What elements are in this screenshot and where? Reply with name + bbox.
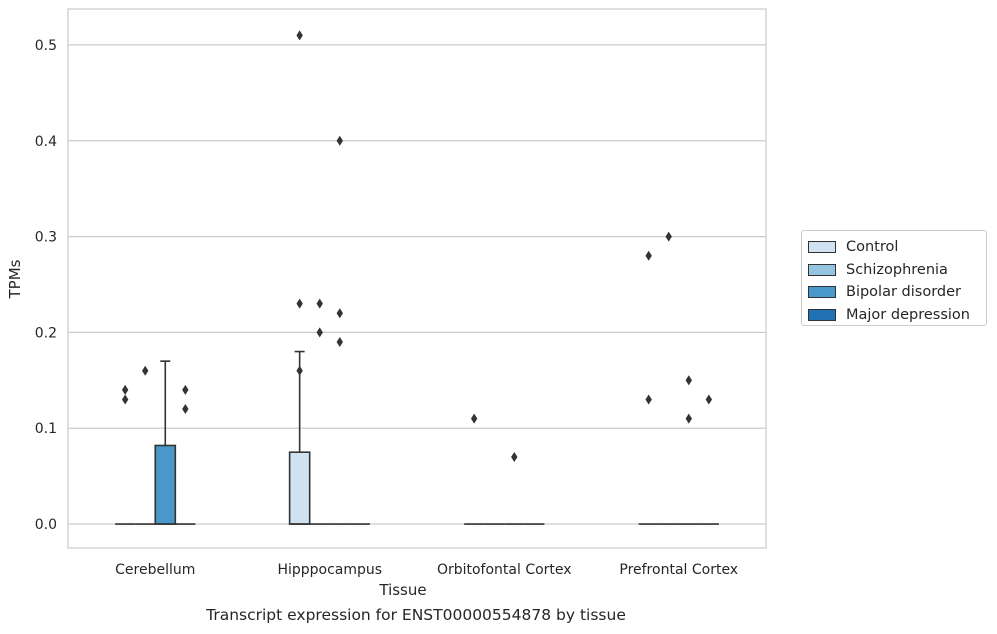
y-tick-label-5: 0.5	[35, 38, 57, 54]
box-series	[115, 350, 719, 525]
box-control-hipppocampus	[288, 350, 311, 525]
outlier-control-prefrontal-cortex-1	[645, 394, 652, 405]
box-bipolar-disorder-cerebellum	[154, 360, 177, 525]
y-tick-label-1: 0.1	[35, 421, 57, 437]
outlier-control-cerebellum-0	[121, 384, 129, 395]
outlier-points	[121, 30, 713, 462]
outlier-control-cerebellum-1	[121, 394, 129, 405]
legend-label-bipolar-disorder: Bipolar disorder	[846, 284, 961, 301]
legend-swatch-control	[808, 241, 836, 254]
outlier-control-prefrontal-cortex-0	[645, 250, 652, 261]
outlier-bipolar-disorder-hipppocampus-1	[336, 308, 343, 319]
outlier-control-orbitofontal-cortex-0	[470, 413, 478, 424]
outlier-major-depression-prefrontal-cortex-0	[705, 394, 713, 405]
y-tick-label-2: 0.2	[35, 325, 57, 341]
x-axis-label: Tissue	[378, 581, 426, 599]
outlier-bipolar-disorder-prefrontal-cortex-1	[685, 413, 692, 424]
outlier-schizophrenia-prefrontal-cortex-0	[665, 231, 672, 242]
outlier-bipolar-disorder-prefrontal-cortex-0	[685, 375, 692, 386]
outlier-control-hipppocampus-1	[296, 298, 303, 309]
legend-swatch-schizophrenia	[808, 263, 836, 276]
y-tick-label-0: 0.0	[35, 517, 57, 533]
outlier-bipolar-disorder-hipppocampus-2	[336, 336, 343, 347]
outlier-schizophrenia-hipppocampus-0	[316, 298, 323, 309]
legend-item-bipolar-disorder: Bipolar disorder	[802, 281, 986, 304]
outlier-control-hipppocampus-2	[296, 365, 303, 376]
outlier-major-depression-cerebellum-1	[182, 404, 189, 415]
x-tick-label-cerebellum: Cerebellum	[115, 562, 195, 578]
legend-swatch-major-depression	[808, 308, 836, 321]
legend-item-major-depression: Major depression	[802, 304, 986, 327]
y-tick-label-3: 0.3	[35, 230, 57, 246]
outlier-schizophrenia-cerebellum-0	[142, 365, 149, 376]
outlier-major-depression-cerebellum-0	[182, 384, 189, 395]
legend-label-control: Control	[846, 239, 899, 256]
box-body	[288, 451, 311, 525]
outlier-schizophrenia-hipppocampus-1	[316, 327, 323, 338]
outlier-bipolar-disorder-orbitofontal-cortex-0	[511, 451, 518, 462]
plot-area-frame	[67, 8, 767, 549]
y-tick-labels: 0.0 0.1 0.2 0.3 0.4 0.5	[35, 38, 57, 533]
legend: Control Schizophrenia Bipolar disorder M…	[801, 230, 987, 326]
x-tick-label-orbitofontal-cortex: Orbitofontal Cortex	[437, 562, 572, 578]
x-tick-label-hipppocampus: Hipppocampus	[277, 562, 382, 578]
outlier-bipolar-disorder-hipppocampus-0	[336, 135, 343, 146]
x-tick-labels: Cerebellum Hipppocampus Orbitofontal Corte…	[115, 562, 738, 578]
box-body	[154, 444, 177, 525]
legend-swatch-bipolar-disorder	[808, 286, 836, 299]
legend-item-schizophrenia: Schizophrenia	[802, 259, 986, 282]
y-axis-label: TPMs	[6, 259, 24, 299]
chart-caption: Transcript expression for ENST0000055487…	[206, 606, 626, 624]
outlier-control-hipppocampus-0	[296, 30, 303, 41]
legend-label-major-depression: Major depression	[846, 306, 970, 323]
legend-label-schizophrenia: Schizophrenia	[846, 261, 948, 278]
x-tick-label-prefrontal-cortex: Prefrontal Cortex	[619, 562, 738, 578]
legend-item-control: Control	[802, 236, 986, 259]
y-tick-label-4: 0.4	[35, 134, 57, 150]
